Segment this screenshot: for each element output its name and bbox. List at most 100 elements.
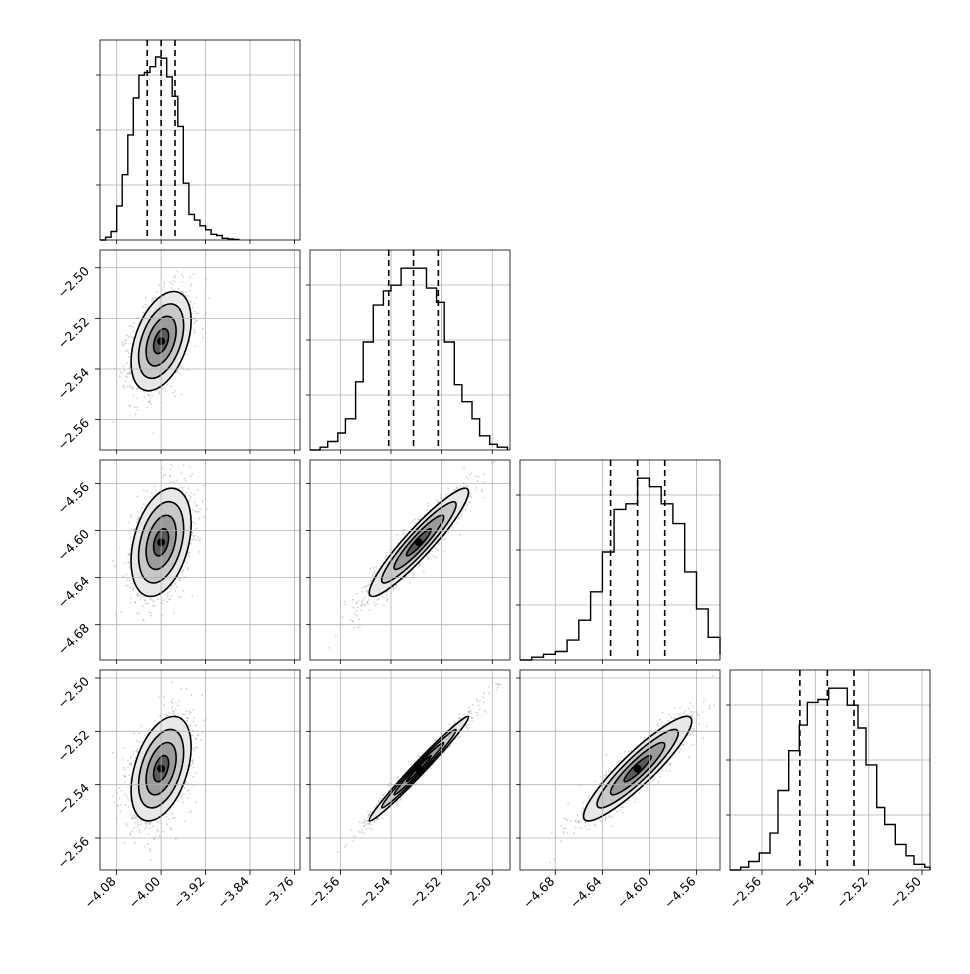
pair-panel-2-0 — [100, 452, 300, 660]
scatter-point — [163, 704, 165, 706]
scatter-point — [427, 503, 429, 505]
scatter-point — [361, 604, 363, 606]
scatter-point — [152, 605, 154, 607]
scatter-point — [187, 567, 189, 569]
scatter-point — [148, 834, 150, 836]
scatter-point — [126, 386, 128, 388]
scatter-point — [188, 488, 190, 490]
scatter-point — [167, 595, 169, 597]
scatter-point — [188, 789, 190, 791]
scatter-point — [188, 555, 190, 557]
scatter-point — [203, 485, 205, 487]
pair-plot-area — [112, 452, 216, 621]
scatter-point — [140, 599, 142, 601]
scatter-point — [126, 362, 128, 364]
scatter-point — [164, 284, 166, 286]
scatter-point — [150, 403, 152, 405]
scatter-point — [153, 600, 155, 602]
scatter-point — [132, 388, 134, 390]
scatter-point — [186, 710, 188, 712]
scatter-point — [151, 612, 153, 614]
scatter-point — [478, 476, 480, 478]
scatter-point — [414, 519, 416, 521]
scatter-point — [372, 575, 374, 577]
scatter-point — [151, 395, 153, 397]
scatter-point — [125, 573, 127, 575]
scatter-point — [151, 492, 153, 494]
scatter-point — [137, 826, 139, 828]
scatter-point — [355, 601, 357, 603]
scatter-point — [412, 575, 414, 577]
scatter-point — [387, 599, 389, 601]
scatter-point — [123, 388, 125, 390]
scatter-point — [364, 596, 366, 598]
scatter-point — [123, 366, 125, 368]
scatter-point — [364, 586, 366, 588]
scatter-point — [177, 705, 179, 707]
scatter-point — [191, 473, 193, 475]
scatter-point — [192, 532, 194, 534]
scatter-point — [189, 466, 191, 468]
scatter-point — [469, 474, 471, 476]
scatter-point — [180, 596, 182, 598]
pair-plot-area — [112, 682, 207, 862]
panel-frame — [100, 460, 300, 660]
scatter-point — [145, 826, 147, 828]
scatter-point — [120, 804, 122, 806]
scatter-point — [189, 772, 191, 774]
scatter-point — [190, 492, 192, 494]
scatter-point — [141, 507, 143, 509]
scatter-point — [197, 537, 199, 539]
scatter-point — [127, 579, 129, 581]
scatter-point — [145, 297, 147, 299]
scatter-point — [185, 291, 187, 293]
scatter-point — [190, 712, 192, 714]
scatter-point — [112, 752, 114, 754]
scatter-point — [132, 326, 134, 328]
scatter-point — [419, 565, 421, 567]
scatter-point — [195, 528, 197, 530]
scatter-point — [129, 587, 131, 589]
scatter-point — [143, 489, 145, 491]
scatter-point — [129, 832, 131, 834]
scatter-point — [435, 557, 437, 559]
scatter-point — [335, 635, 337, 637]
scatter-point — [352, 599, 354, 601]
scatter-point — [126, 376, 128, 378]
scatter-point — [192, 521, 194, 523]
scatter-point — [353, 627, 355, 629]
scatter-point — [137, 409, 139, 411]
scatter-point — [180, 366, 182, 368]
scatter-point — [127, 766, 129, 768]
scatter-point — [426, 555, 428, 557]
scatter-point — [445, 495, 447, 497]
scatter-point — [119, 810, 121, 812]
scatter-point — [171, 595, 173, 597]
scatter-point — [481, 491, 483, 493]
scatter-point — [125, 339, 127, 341]
scatter-point — [483, 481, 485, 483]
scatter-point — [193, 329, 195, 331]
scatter-point — [140, 597, 142, 599]
scatter-point — [190, 694, 192, 696]
scatter-point — [151, 298, 153, 300]
pair-plot-area — [328, 456, 500, 649]
scatter-point — [186, 492, 188, 494]
scatter-point — [465, 509, 467, 511]
scatter-point — [196, 297, 198, 299]
scatter-point — [190, 810, 192, 812]
scatter-point — [158, 393, 160, 395]
scatter-point — [369, 568, 371, 570]
scatter-point — [137, 823, 139, 825]
scatter-point — [144, 396, 146, 398]
scatter-point — [385, 594, 387, 596]
scatter-point — [427, 506, 429, 508]
scatter-point — [195, 345, 197, 347]
scatter-point — [120, 611, 122, 613]
scatter-point — [166, 601, 168, 603]
scatter-point — [189, 290, 191, 292]
scatter-point — [124, 562, 126, 564]
scatter-point — [131, 387, 133, 389]
scatter-point — [202, 337, 204, 339]
